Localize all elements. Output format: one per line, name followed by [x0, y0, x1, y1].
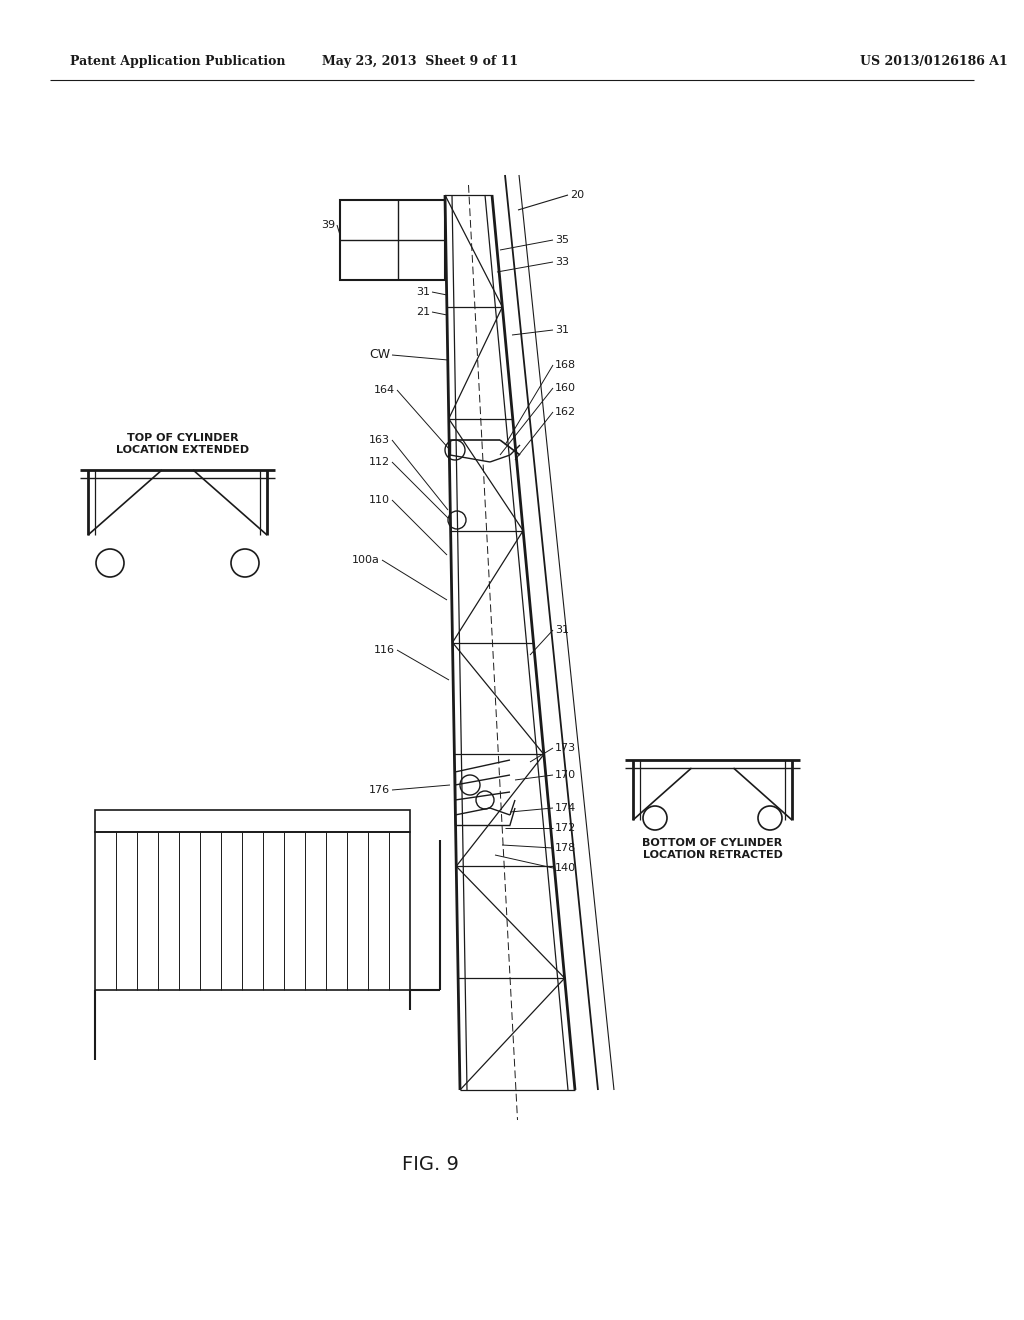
Text: 168: 168 [555, 360, 577, 370]
Bar [95, 810, 410, 832]
Text: 33: 33 [555, 257, 569, 267]
Text: 172: 172 [555, 822, 577, 833]
Text: 39: 39 [321, 220, 335, 230]
Text: 140: 140 [555, 863, 577, 873]
Text: TOP OF CYLINDER
LOCATION EXTENDED: TOP OF CYLINDER LOCATION EXTENDED [116, 433, 249, 455]
Text: Patent Application Publication: Patent Application Publication [70, 55, 286, 69]
Text: FIG. 9: FIG. 9 [401, 1155, 459, 1175]
Text: 174: 174 [555, 803, 577, 813]
Text: 21: 21 [416, 308, 430, 317]
Text: 116: 116 [374, 645, 395, 655]
Text: 31: 31 [555, 325, 569, 335]
Text: 170: 170 [555, 770, 577, 780]
Text: 164: 164 [374, 385, 395, 395]
Text: May 23, 2013  Sheet 9 of 11: May 23, 2013 Sheet 9 of 11 [322, 55, 518, 69]
Text: BOTTOM OF CYLINDER
LOCATION RETRACTED: BOTTOM OF CYLINDER LOCATION RETRACTED [642, 838, 782, 859]
Text: 162: 162 [555, 407, 577, 417]
Text: 178: 178 [555, 843, 577, 853]
Text: 163: 163 [369, 436, 390, 445]
Bar [95, 832, 410, 990]
Text: CW: CW [369, 348, 390, 362]
Text: 31: 31 [416, 286, 430, 297]
Text: 110: 110 [369, 495, 390, 506]
Text: 112: 112 [369, 457, 390, 467]
Bar [340, 201, 445, 280]
Text: US 2013/0126186 A1: US 2013/0126186 A1 [860, 55, 1008, 69]
Text: 20: 20 [570, 190, 584, 201]
Text: 31: 31 [555, 624, 569, 635]
Text: 160: 160 [555, 383, 575, 393]
Text: 176: 176 [369, 785, 390, 795]
Text: 35: 35 [555, 235, 569, 246]
Text: 173: 173 [555, 743, 577, 752]
Text: 100a: 100a [352, 554, 380, 565]
